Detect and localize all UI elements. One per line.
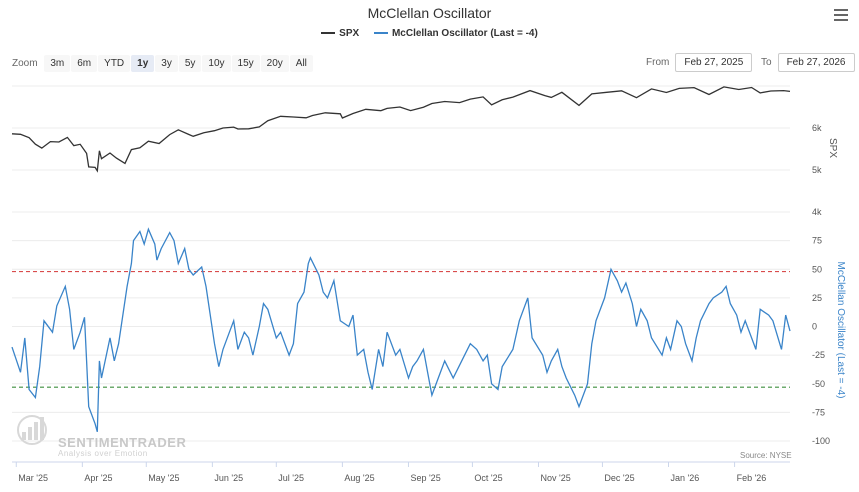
- hamburger-menu-icon[interactable]: [834, 9, 848, 23]
- y-tick-osc: 0: [812, 322, 817, 332]
- x-tick-label: Jan '26: [671, 473, 700, 483]
- legend-item-oscillator[interactable]: McClellan Oscillator (Last = -4): [373, 28, 538, 39]
- zoom-button-5y[interactable]: 5y: [178, 55, 202, 72]
- x-tick-label: Oct '25: [474, 473, 502, 483]
- range-to: To Feb 27, 2026: [761, 53, 855, 72]
- zoom-button-all[interactable]: All: [289, 55, 313, 72]
- x-tick-label: Jul '25: [278, 473, 304, 483]
- legend-label-spx: SPX: [339, 28, 360, 39]
- x-tick-label: Jun '25: [214, 473, 243, 483]
- range-from: From Feb 27, 2025: [646, 53, 753, 72]
- series-line-spx[interactable]: [11, 86, 791, 173]
- zoom-button-3m[interactable]: 3m: [44, 55, 71, 72]
- watermark-logo-ring: [17, 415, 47, 445]
- chart-title: McClellan Oscillator: [367, 5, 492, 21]
- y-tick-osc: -50: [812, 379, 825, 389]
- watermark-logo-bar: [22, 432, 26, 440]
- y-tick-spx: 5k: [812, 165, 822, 175]
- zoom-button-20y[interactable]: 20y: [260, 55, 289, 72]
- y-tick-osc: -25: [812, 350, 825, 360]
- watermark-logo-bar: [40, 417, 44, 440]
- legend: SPX McClellan Oscillator (Last = -4): [0, 28, 859, 39]
- y-tick-osc: -100: [812, 436, 830, 446]
- range-from-input[interactable]: Feb 27, 2025: [675, 53, 753, 72]
- x-tick-label: Aug '25: [344, 473, 374, 483]
- x-tick-label: Dec '25: [604, 473, 634, 483]
- zoom-button-15y[interactable]: 15y: [231, 55, 260, 72]
- y-axis-title-spx: SPX: [827, 138, 838, 158]
- range-to-input[interactable]: Feb 27, 2026: [777, 53, 855, 72]
- y-tick-spx: 6k: [812, 123, 822, 133]
- zoom-button-1y[interactable]: 1y: [131, 55, 155, 72]
- x-tick-label: Apr '25: [84, 473, 112, 483]
- zoom-label: Zoom: [12, 58, 38, 69]
- y-tick-osc: 25: [812, 293, 822, 303]
- y-tick-spx: 4k: [812, 207, 822, 217]
- zoom-controls: Zoom 3m 6m YTD 1y 3y 5y 10y 15y 20y All: [12, 55, 314, 72]
- y-axis-title-oscillator: McClellan Oscillator (Last = -4): [835, 262, 846, 399]
- range-to-label: To: [761, 57, 772, 68]
- legend-item-spx[interactable]: SPX: [321, 28, 359, 39]
- x-tick-label: May '25: [148, 473, 179, 483]
- watermark-name: SENTIMENTRADER: [58, 435, 186, 450]
- zoom-button-ytd[interactable]: YTD: [98, 55, 131, 72]
- x-tick-label: Feb '26: [737, 473, 767, 483]
- x-tick-label: Nov '25: [540, 473, 570, 483]
- watermark-tagline: Analysis over Emotion: [58, 449, 148, 458]
- watermark-logo-bar: [28, 427, 32, 440]
- zoom-button-10y[interactable]: 10y: [202, 55, 231, 72]
- y-tick-osc: 75: [812, 236, 822, 246]
- y-tick-osc: 50: [812, 264, 822, 274]
- legend-swatch-oscillator: [373, 32, 388, 35]
- watermark-logo-bar: [34, 422, 38, 440]
- x-tick-label: Sep '25: [410, 473, 440, 483]
- x-tick-label: Mar '25: [18, 473, 48, 483]
- series-line-oscillator[interactable]: [11, 227, 791, 432]
- zoom-button-3y[interactable]: 3y: [155, 55, 178, 72]
- source-credit: Source: NYSE: [740, 451, 792, 460]
- legend-swatch-spx: [321, 32, 336, 35]
- range-from-label: From: [646, 57, 670, 68]
- zoom-button-6m[interactable]: 6m: [71, 55, 98, 72]
- y-tick-osc: -75: [812, 407, 825, 417]
- legend-label-oscillator: McClellan Oscillator (Last = -4): [391, 28, 538, 39]
